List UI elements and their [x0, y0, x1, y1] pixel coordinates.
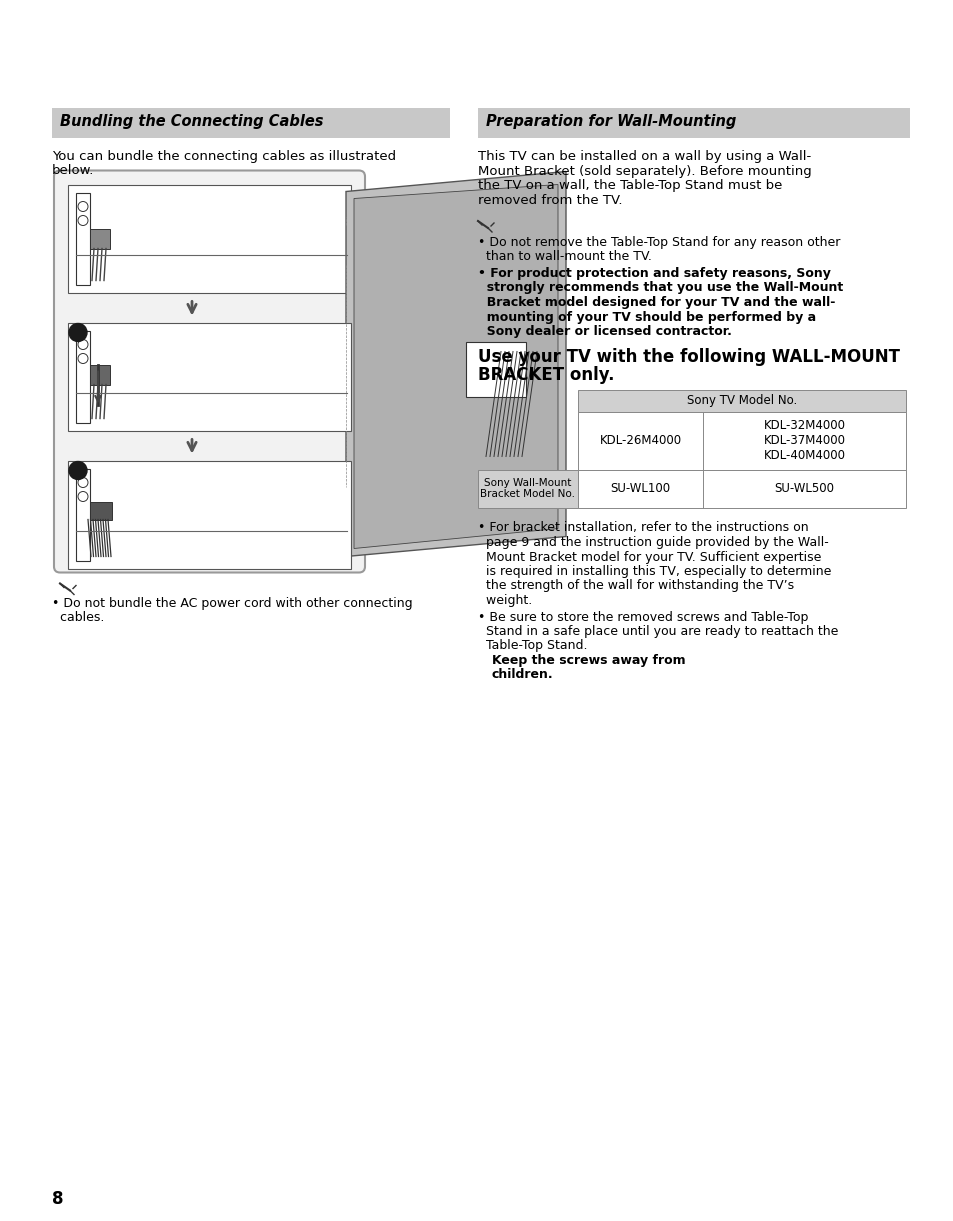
Bar	[68, 322, 351, 431]
Text: Bundling the Connecting Cables: Bundling the Connecting Cables	[60, 114, 323, 129]
Text: SU-WL500: SU-WL500	[774, 482, 834, 495]
Bar	[68, 460, 351, 569]
Bar	[76, 331, 90, 422]
Bar	[465, 342, 525, 397]
Text: below.: below.	[52, 165, 94, 177]
Text: Mount Bracket (sold separately). Before mounting: Mount Bracket (sold separately). Before …	[477, 165, 811, 177]
Text: Keep the screws away from: Keep the screws away from	[492, 654, 685, 667]
Text: Table-Top Stand.: Table-Top Stand.	[477, 640, 591, 652]
Text: Stand in a safe place until you are ready to reattach the: Stand in a safe place until you are read…	[477, 625, 838, 639]
FancyBboxPatch shape	[54, 171, 365, 573]
Bar	[90, 228, 110, 249]
Bar	[578, 389, 905, 411]
Text: This TV can be installed on a wall by using a Wall-: This TV can be installed on a wall by us…	[477, 150, 810, 162]
Text: 1: 1	[74, 327, 82, 337]
Text: 2: 2	[74, 465, 82, 475]
Text: KDL-26M4000: KDL-26M4000	[598, 433, 680, 447]
Polygon shape	[346, 171, 565, 557]
Text: • Do not remove the Table-Top Stand for any reason other: • Do not remove the Table-Top Stand for …	[477, 236, 840, 249]
Bar	[90, 502, 112, 519]
Bar	[68, 184, 351, 293]
Text: cables.: cables.	[52, 610, 104, 624]
Text: than to wall-mount the TV.: than to wall-mount the TV.	[477, 250, 651, 264]
Text: weight.: weight.	[477, 593, 532, 607]
Text: page 9 and the instruction guide provided by the Wall-: page 9 and the instruction guide provide…	[477, 536, 828, 549]
Text: BRACKET only.: BRACKET only.	[477, 365, 614, 383]
Bar	[477, 107, 909, 138]
Bar	[52, 107, 450, 138]
Text: You can bundle the connecting cables as illustrated: You can bundle the connecting cables as …	[52, 150, 395, 162]
Polygon shape	[354, 184, 558, 548]
Bar	[76, 469, 90, 560]
Text: • Do not bundle the AC power cord with other connecting: • Do not bundle the AC power cord with o…	[52, 597, 413, 609]
Bar	[90, 365, 110, 385]
Text: the TV on a wall, the Table-Top Stand must be: the TV on a wall, the Table-Top Stand mu…	[477, 179, 781, 192]
Text: • For bracket installation, refer to the instructions on: • For bracket installation, refer to the…	[477, 521, 808, 535]
Bar	[578, 411, 905, 470]
Text: Sony TV Model No.: Sony TV Model No.	[686, 394, 797, 407]
Text: strongly recommends that you use the Wall-Mount: strongly recommends that you use the Wal…	[477, 282, 842, 294]
Text: • For product protection and safety reasons, Sony: • For product protection and safety reas…	[477, 267, 830, 280]
Text: KDL-32M4000
KDL-37M4000
KDL-40M4000: KDL-32M4000 KDL-37M4000 KDL-40M4000	[762, 419, 844, 462]
Text: • Be sure to store the removed screws and Table-Top: • Be sure to store the removed screws an…	[477, 610, 807, 624]
Text: Mount Bracket model for your TV. Sufficient expertise: Mount Bracket model for your TV. Suffici…	[477, 551, 821, 564]
Text: Bracket model designed for your TV and the wall-: Bracket model designed for your TV and t…	[477, 295, 835, 309]
Text: the strength of the wall for withstanding the TV’s: the strength of the wall for withstandin…	[477, 580, 793, 592]
Text: 8: 8	[52, 1190, 64, 1208]
Text: children.: children.	[492, 669, 553, 681]
Text: SU-WL100: SU-WL100	[610, 482, 670, 495]
Bar	[477, 470, 578, 508]
Bar	[76, 193, 90, 284]
Bar	[578, 470, 905, 508]
Text: removed from the TV.: removed from the TV.	[477, 193, 622, 206]
Text: Preparation for Wall-Mounting: Preparation for Wall-Mounting	[485, 114, 736, 129]
Text: Sony dealer or licensed contractor.: Sony dealer or licensed contractor.	[477, 325, 731, 338]
Text: Use your TV with the following WALL-MOUNT: Use your TV with the following WALL-MOUN…	[477, 348, 899, 365]
Circle shape	[69, 324, 87, 342]
Text: Sony Wall-Mount
Bracket Model No.: Sony Wall-Mount Bracket Model No.	[480, 477, 575, 499]
Text: is required in installing this TV, especially to determine: is required in installing this TV, espec…	[477, 565, 830, 578]
Circle shape	[69, 462, 87, 480]
Text: mounting of your TV should be performed by a: mounting of your TV should be performed …	[477, 310, 815, 324]
